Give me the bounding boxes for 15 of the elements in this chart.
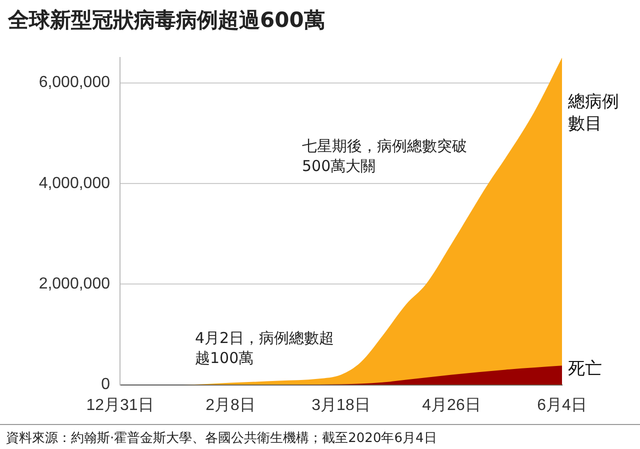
y-tick-label: 2,000,000 [38,276,110,293]
annotation: 4月2日，病例總數超越100萬 [195,328,336,368]
x-tick-label: 2月8日 [206,396,256,414]
x-tick-label: 4月26日 [422,396,481,414]
chart-title: 全球新型冠狀病毒病例超過600萬 [8,7,325,34]
annotation: 七星期後，病例總數突破500萬大關 [302,136,468,176]
y-tick-label: 6,000,000 [38,74,110,92]
source-note: 資料來源：約翰斯·霍普金斯大學、各國公共衛生機構；截至2020年6月4日 [0,424,640,447]
y-tick-label: 0 [101,376,110,394]
x-tick-label: 6月4日 [537,396,587,414]
y-tick-label: 4,000,000 [38,174,110,192]
series-label: 死亡 [568,359,602,380]
series-label: 總病例數目 [567,92,619,134]
x-tick-label: 12月31日 [86,396,154,414]
x-tick-label: 3月18日 [312,396,370,414]
